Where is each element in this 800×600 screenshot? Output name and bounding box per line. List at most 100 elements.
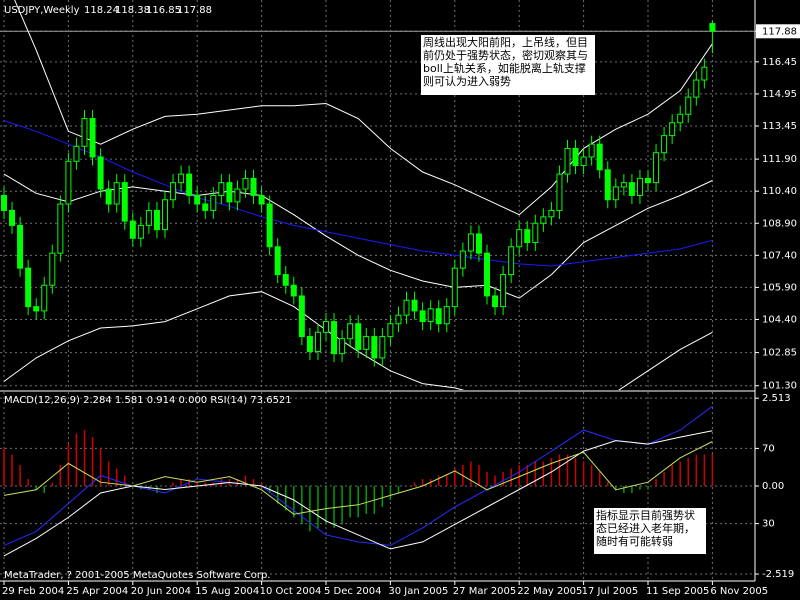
candle-body [524,229,531,243]
candle-body [403,299,410,316]
candle-body [701,66,708,81]
current-price-box [756,24,800,39]
candle-body [620,182,627,188]
candle-body [274,246,281,276]
candle-body [186,173,193,196]
candle-body [475,233,482,254]
candle-body [419,310,426,323]
indicator-line [3,405,713,546]
candle-body [137,224,144,239]
candle-body [282,274,289,286]
candle-body [41,284,48,312]
candle-body [532,222,539,243]
candle-body [258,194,265,205]
indicator-line [3,430,713,557]
candle-body [580,156,587,167]
candle-body [218,182,225,196]
candle-body [113,182,120,205]
candle-body [516,229,523,248]
y-tick-label: 2.513 [762,393,791,404]
candle-body [1,194,7,211]
y-tick-label: 117.88 [762,26,797,37]
candle-body [73,145,80,162]
x-tick-label: 10 Oct 2004 [260,586,322,597]
ohlc-high: 118.38 [115,5,150,16]
candle-body [492,295,499,308]
candle-body [226,182,233,203]
candle-body [9,209,16,226]
indicator-annotation: 指标显示目前强势状态已经进入老年期，随时有可能转弱 [594,508,706,554]
candle-body [508,246,515,276]
candle-body [210,194,217,211]
candle-body [363,336,370,350]
y-tick-label: 116.45 [762,57,797,68]
x-tick-label: 11 Sep 2005 [646,586,709,597]
candle-body [65,160,72,205]
y-tick-label: 114.95 [762,89,797,100]
candle-body [178,173,185,184]
candle-body [411,299,418,312]
ohlc-low: 116.85 [146,5,181,16]
candle-body [33,306,40,312]
candle-body [57,203,64,254]
candle-body [500,274,507,308]
y-tick-label: 110.40 [762,186,797,197]
candle-body [347,323,354,340]
candle-body [709,23,716,32]
candle-body [355,323,362,350]
candle-body [121,182,128,222]
candle-body [443,306,450,325]
indicator-line [3,441,713,515]
x-tick-label: 17 Jul 2005 [582,586,639,597]
x-tick-label: 30 Jan 2005 [388,586,448,597]
indicator-pane [0,392,755,580]
y-tick-label: 107.40 [762,250,797,261]
y-tick-label: -2.519 [762,569,794,580]
candle-body [588,143,595,158]
candle-body [323,321,329,333]
candle-body [572,147,579,167]
candle-body [242,177,249,190]
x-tick-label: 15 Aug 2004 [195,586,259,597]
candle-body [467,233,474,252]
indicator-line [14,0,713,216]
candle-body [612,186,619,201]
ohlc-open: 118.24 [84,5,119,16]
x-tick-label: 22 May 2005 [517,586,582,597]
axes: 117.88 116.45 114.95 113.45 111.90 110.40 108.… [2,24,800,597]
candle-body [427,308,434,323]
y-tick-label: 105.90 [762,282,797,293]
y-tick-label: 101.30 [762,381,797,392]
candle-body [250,177,257,196]
candle-body [162,199,168,231]
candle-body [395,314,402,325]
candle-body [170,182,177,201]
indicator-line [3,120,713,267]
candle-body [17,224,24,269]
candle-body [451,267,458,308]
candle-body [153,209,160,231]
candle-body [290,284,297,297]
candle-body [435,308,442,325]
candle-body [596,143,603,171]
y-tick-label: 70 [762,443,775,454]
candle-body [540,216,547,224]
y-tick-label: 108.90 [762,218,797,229]
candle-body [314,331,321,353]
candle-body [145,209,152,226]
candle-body [484,252,490,297]
candle-body [387,323,394,338]
y-tick-label: 104.40 [762,314,797,325]
candle-body [194,194,201,205]
y-tick-label: 0.00 [762,481,784,492]
x-tick-label: 5 Dec 2004 [324,586,382,597]
candle-body [202,203,209,211]
y-tick-label: 113.45 [762,121,797,132]
candle-body [653,152,660,184]
x-tick-label: 6 Nov 2005 [710,586,768,597]
candle-body [49,252,56,286]
candle-body [331,321,338,355]
candle-body [298,295,305,338]
candle-body [556,173,563,211]
